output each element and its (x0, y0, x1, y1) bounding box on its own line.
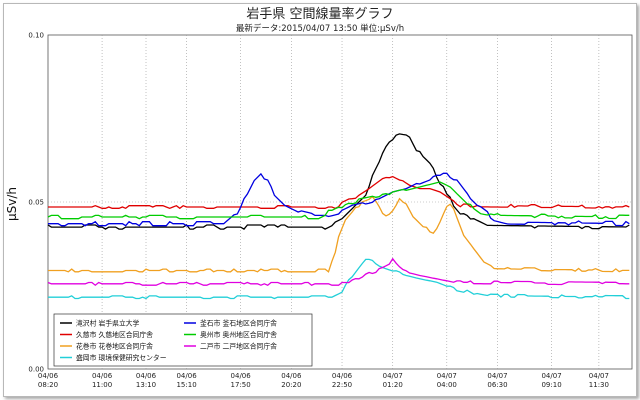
legend-box (53, 313, 313, 367)
series-line-2 (48, 195, 630, 273)
series-line-0 (47, 133, 630, 230)
x-tick-time: 04:00 (437, 381, 457, 389)
x-tick-time: 20:20 (281, 381, 301, 389)
x-tick-time: 08:20 (38, 381, 58, 389)
x-tick-date: 04/07 (383, 372, 403, 380)
series-line-4 (48, 172, 630, 227)
chart-frame: 岩手県 空間線量率グラフ 最新データ:2015/04/07 13:50 単位:μ… (3, 3, 637, 397)
grid-layer (48, 35, 632, 369)
x-tick-date: 04/07 (589, 372, 609, 380)
chart-subtitle: 最新データ:2015/04/07 13:50 単位:μSv/h (236, 23, 404, 34)
legend-entry: 花巻市 花巻地区合同庁舎 (76, 342, 153, 351)
legend-entry: 二戸市 二戸地区合同庁舎 (200, 342, 277, 351)
x-tick-date: 04/06 (176, 372, 197, 380)
x-tick-time: 17:50 (231, 381, 251, 389)
x-tick-date: 04/07 (437, 372, 457, 380)
x-tick-date: 04/06 (332, 372, 353, 380)
x-tick-date: 04/07 (541, 372, 561, 380)
x-tick-date: 04/06 (38, 372, 59, 380)
x-tick-time: 01:20 (383, 381, 403, 389)
x-tick-time: 09:10 (541, 381, 561, 389)
y-tick-labels: 0.00 0.05 0.10 (28, 32, 44, 374)
x-tick-time: 13:10 (136, 381, 156, 389)
series-line-6 (47, 257, 630, 287)
legend-entry: 久慈市 久慈地区合同庁舎 (76, 330, 153, 339)
y-tick-label: 0.10 (28, 32, 44, 40)
x-tick-time: 06:30 (487, 381, 507, 389)
x-tick-date: 04/06 (281, 372, 302, 380)
x-tick-labels: 04/0608:2004/0611:0004/0613:1004/0615:10… (38, 372, 609, 389)
x-tick-date: 04/06 (231, 372, 252, 380)
x-tick-date: 04/06 (92, 372, 113, 380)
legend-entry: 盛岡市 環境保健研究センター (76, 353, 167, 362)
legend-entry: 釜石市 釜石地区合同庁舎 (200, 319, 277, 328)
series-line-5 (47, 181, 630, 220)
legend-entry: 奥州市 奥州地区合同庁舎 (200, 330, 277, 339)
line-chart: 岩手県 空間線量率グラフ 最新データ:2015/04/07 13:50 単位:μ… (5, 6, 633, 389)
y-tick-label: 0.00 (28, 366, 44, 374)
x-tick-date: 04/06 (136, 372, 157, 380)
x-tick-time: 15:10 (176, 381, 196, 389)
x-tick-time: 11:30 (589, 381, 609, 389)
series-layer (47, 133, 630, 300)
y-tick-label: 0.05 (28, 199, 44, 207)
x-tick-date: 04/07 (487, 372, 507, 380)
chart-title: 岩手県 空間線量率グラフ (246, 6, 393, 22)
x-tick-time: 22:50 (332, 381, 352, 389)
x-tick-time: 11:00 (92, 381, 112, 389)
series-line-3 (48, 258, 630, 300)
y-axis-label: μSv/h (5, 187, 19, 221)
legend-entry: 滝沢村 岩手県立大学 (76, 319, 140, 328)
